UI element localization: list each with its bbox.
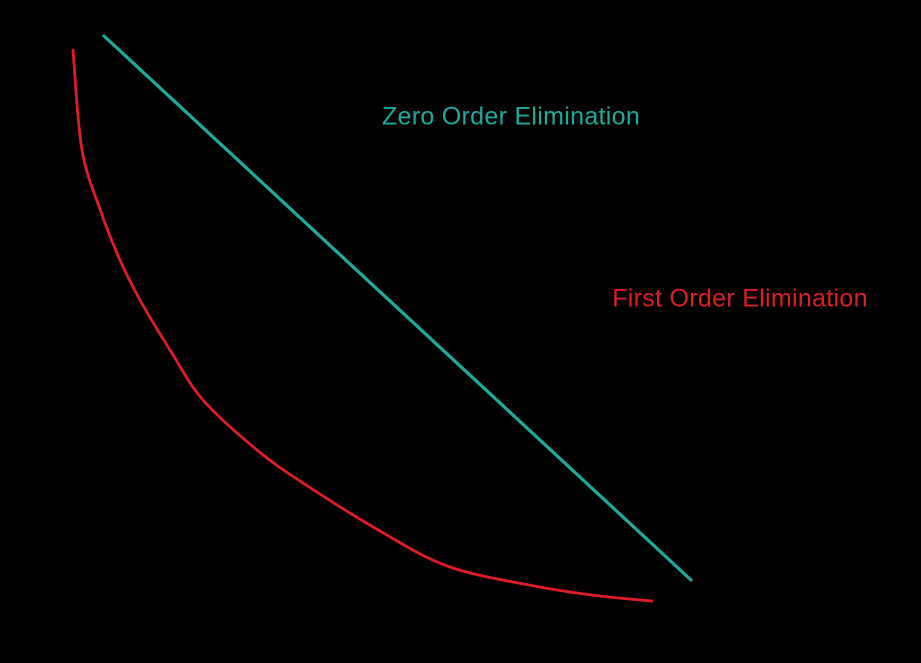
zero-order-elimination-label: Zero Order Elimination [381,102,641,131]
first-order-elimination-line [71,48,654,603]
first-order-elimination-label: First Order Elimination [612,284,868,313]
zero-order-elimination-line [102,34,693,582]
